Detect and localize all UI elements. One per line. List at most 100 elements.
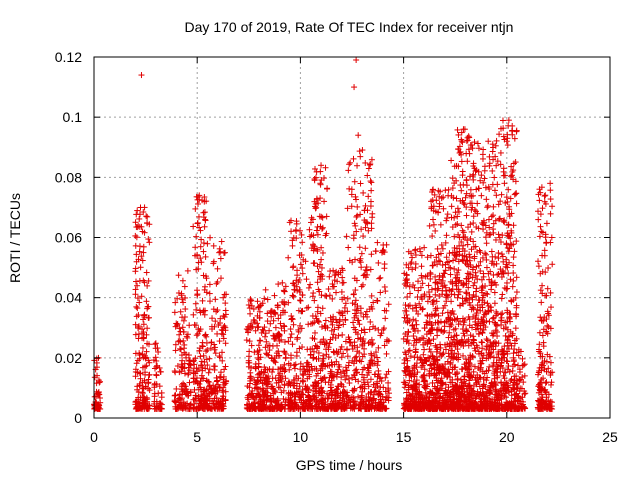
data-point [491, 174, 498, 181]
data-point [485, 138, 492, 145]
data-point [183, 386, 190, 393]
data-point [491, 289, 498, 296]
data-point [543, 240, 550, 247]
data-point [307, 281, 314, 288]
y-tick-label: 0.12 [55, 49, 82, 65]
data-point [427, 269, 434, 276]
data-point [206, 366, 213, 373]
data-point [356, 244, 363, 251]
data-point [361, 326, 368, 333]
data-point [140, 354, 147, 361]
data-point [272, 324, 279, 331]
data-point [433, 197, 440, 204]
data-point [455, 291, 462, 298]
data-point [132, 219, 139, 226]
data-point [500, 168, 507, 175]
data-point [206, 390, 213, 397]
data-point [215, 321, 222, 328]
data-point [138, 404, 145, 411]
data-point [208, 339, 215, 346]
data-point [430, 216, 437, 223]
data-point [460, 181, 467, 188]
data-point [493, 192, 500, 199]
data-point [145, 303, 152, 310]
data-point [454, 220, 461, 227]
data-point [177, 403, 184, 410]
data-point [201, 209, 208, 216]
data-point [504, 142, 511, 149]
data-point [152, 354, 159, 361]
data-point [186, 402, 193, 409]
data-point [191, 400, 198, 407]
data-point [184, 331, 191, 338]
data-point [203, 348, 210, 355]
data-point [146, 239, 153, 246]
data-point [134, 282, 141, 289]
data-point [179, 388, 186, 395]
data-point [291, 365, 298, 372]
data-point [243, 337, 250, 344]
data-point [135, 335, 142, 342]
data-point [198, 362, 205, 369]
y-tick-label: 0.04 [55, 290, 82, 306]
data-point [144, 219, 151, 226]
data-point [151, 365, 158, 372]
data-point [319, 305, 326, 312]
data-point [140, 243, 147, 250]
data-point [382, 374, 389, 381]
data-point [202, 307, 209, 314]
data-point [179, 357, 186, 364]
data-point [141, 312, 148, 319]
data-point [257, 337, 264, 344]
data-point [347, 159, 354, 166]
data-point [153, 381, 160, 388]
data-point [360, 189, 367, 196]
data-point [271, 292, 278, 299]
data-point [134, 295, 141, 302]
data-point [290, 293, 297, 300]
data-point [171, 398, 178, 405]
data-point [510, 254, 517, 261]
data-point [199, 197, 206, 204]
data-point [192, 397, 199, 404]
data-point [171, 309, 178, 316]
data-point [481, 163, 488, 170]
data-point [464, 270, 471, 277]
data-point [316, 213, 323, 220]
data-point [447, 271, 454, 278]
data-point [202, 332, 209, 339]
data-point [511, 191, 518, 198]
data-point [495, 231, 502, 238]
data-point [192, 322, 199, 329]
data-point [221, 366, 228, 373]
data-point [152, 340, 159, 347]
data-point [202, 365, 209, 372]
data-point [377, 289, 384, 296]
data-point [467, 186, 474, 193]
data-point [433, 298, 440, 305]
data-point [430, 336, 437, 343]
data-point [179, 277, 186, 284]
data-point [343, 233, 350, 240]
data-point [132, 331, 139, 338]
x-tick-label: 25 [602, 429, 618, 445]
data-point [139, 364, 146, 371]
data-point [195, 326, 202, 333]
data-point [454, 315, 461, 322]
data-point [339, 309, 346, 316]
data-point [255, 364, 262, 371]
data-point [195, 265, 202, 272]
data-point [94, 372, 101, 379]
data-point [488, 248, 495, 255]
data-point [513, 274, 520, 281]
data-point [206, 290, 213, 297]
data-point [338, 354, 345, 361]
data-point [289, 316, 296, 323]
data-point [355, 132, 362, 139]
data-point [549, 203, 556, 210]
data-point [198, 236, 205, 243]
data-point [479, 339, 486, 346]
data-point [498, 191, 505, 198]
data-point [494, 181, 501, 188]
